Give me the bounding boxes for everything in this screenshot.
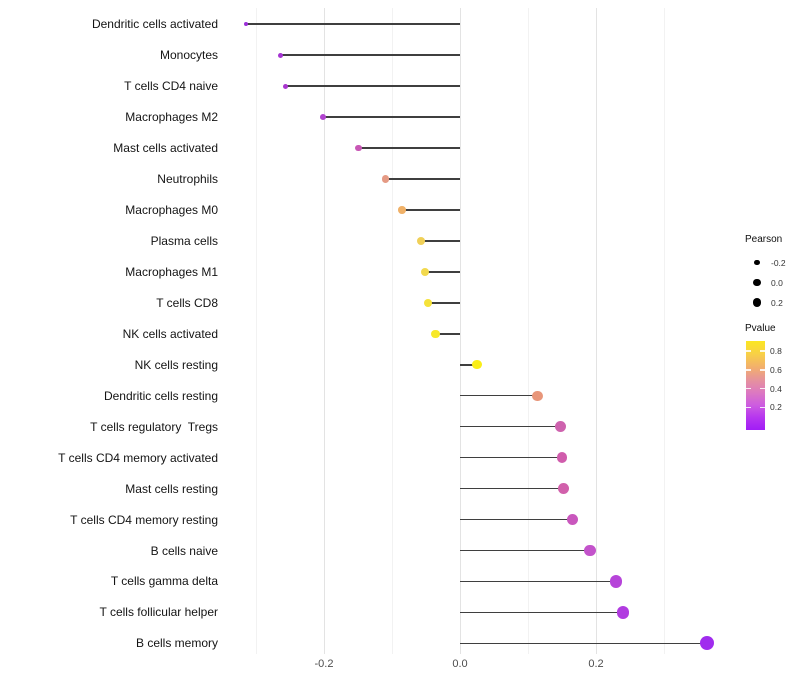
lollipop-dot: [567, 513, 579, 526]
x-axis-tick-label: 0.0: [452, 658, 468, 670]
lollipop-dot: [355, 144, 362, 152]
colorbar-tick-right: [760, 350, 765, 352]
gridline-minor: [255, 8, 257, 654]
size-legend-label: 0.2: [771, 297, 783, 308]
lollipop-dot: [431, 329, 440, 338]
lollipop-stem: [358, 147, 460, 149]
category-label: B cells naive: [150, 543, 218, 558]
color-legend-title: Pvalue: [745, 323, 776, 334]
lollipop-stem: [322, 116, 460, 118]
lollipop-stem: [402, 209, 460, 211]
colorbar-tick-left: [746, 350, 751, 352]
colorbar-tick-left: [746, 369, 751, 371]
category-label: T cells CD4 naive: [124, 79, 218, 94]
lollipop-stem: [460, 611, 624, 614]
category-label: Plasma cells: [150, 233, 218, 248]
lollipop-stem: [280, 54, 460, 56]
lollipop-dot: [282, 83, 288, 89]
lollipop-stem: [460, 425, 561, 428]
category-label: T cells CD4 memory activated: [58, 450, 218, 465]
gridline-major: [323, 8, 325, 654]
lollipop-stem: [424, 271, 460, 273]
size-legend-dot: [752, 298, 762, 307]
category-label: T cells CD4 memory resting: [70, 512, 218, 527]
colorbar-tick-right: [760, 369, 765, 371]
category-label: NK cells activated: [122, 326, 218, 341]
lollipop-stem: [460, 580, 616, 583]
lollipop-dot: [556, 452, 568, 464]
category-label: Mast cells resting: [125, 481, 218, 496]
category-label: T cells CD8: [156, 295, 218, 310]
category-label: T cells follicular helper: [99, 605, 219, 620]
category-label: Dendritic cells resting: [103, 388, 218, 403]
size-legend-dot: [754, 259, 760, 266]
lollipop-stem: [435, 333, 460, 335]
colorbar-tick-right: [760, 406, 765, 409]
gridline-major: [459, 8, 461, 654]
category-label: T cells gamma delta: [110, 574, 218, 589]
category-label: T cells regulatory Tregs: [90, 419, 218, 434]
lollipop-stem: [285, 85, 460, 87]
pvalue-colorbar: [746, 341, 765, 430]
gridline-minor: [391, 8, 393, 654]
colorbar-tick-right: [760, 387, 765, 390]
lollipop-dot: [557, 483, 569, 495]
category-label: Dendritic cells activated: [91, 17, 218, 32]
colorbar-tick-label: 0.6: [770, 364, 782, 375]
lollipop-dot: [532, 390, 543, 401]
lollipop-stem: [245, 23, 460, 25]
colorbar-tick-label: 0.4: [770, 383, 782, 394]
lollipop-dot: [472, 360, 482, 370]
lollipop-dot: [423, 298, 433, 307]
category-label: Macrophages M2: [125, 110, 218, 125]
colorbar-tick-label: 0.2: [770, 402, 782, 413]
category-label: B cells memory: [135, 636, 218, 651]
size-legend-label: -0.2: [771, 257, 786, 268]
gridline-major: [595, 8, 597, 654]
lollipop-stem: [428, 302, 460, 304]
gridline-minor: [663, 8, 665, 654]
lollipop-dot: [555, 421, 567, 433]
lollipop-dot: [416, 236, 425, 245]
lollipop-stem: [385, 178, 460, 180]
lollipop-stem: [460, 549, 590, 552]
category-label: Monocytes: [159, 48, 218, 63]
lollipop-stem: [420, 240, 460, 242]
category-label: Neutrophils: [157, 172, 218, 186]
category-label: Mast cells activated: [113, 141, 218, 156]
size-legend-dot: [753, 278, 761, 287]
category-label: Macrophages M0: [125, 202, 218, 217]
category-label: NK cells resting: [134, 357, 218, 372]
lollipop-stem: [460, 456, 562, 459]
gridline-minor: [527, 8, 529, 654]
size-legend-label: 0.0: [771, 277, 783, 288]
lollipop-stem: [460, 487, 564, 490]
lollipop-stem: [460, 364, 477, 366]
lollipop-stem: [460, 642, 707, 645]
lollipop-dot: [609, 575, 622, 588]
lollipop-stem: [460, 394, 538, 397]
colorbar-tick-left: [746, 406, 751, 409]
colorbar-tick-left: [746, 387, 751, 390]
colorbar-tick-label: 0.8: [770, 346, 782, 356]
lollipop-dot: [277, 52, 283, 58]
lollipop-dot: [617, 606, 630, 619]
size-legend-title: Pearson: [745, 234, 783, 245]
lollipop-dot: [243, 22, 248, 27]
x-axis-tick-label: -0.2: [314, 658, 334, 670]
lollipop-dot: [699, 636, 714, 651]
category-label: Macrophages M1: [125, 264, 218, 279]
lollipop-dot: [420, 267, 429, 276]
lollipop-dot: [584, 544, 596, 557]
lollipop-stem: [460, 518, 573, 521]
lollipop-dot: [382, 175, 390, 183]
lollipop-dot: [398, 206, 406, 214]
lollipop-dot: [319, 114, 326, 120]
x-axis-tick-label: 0.2: [588, 658, 604, 670]
